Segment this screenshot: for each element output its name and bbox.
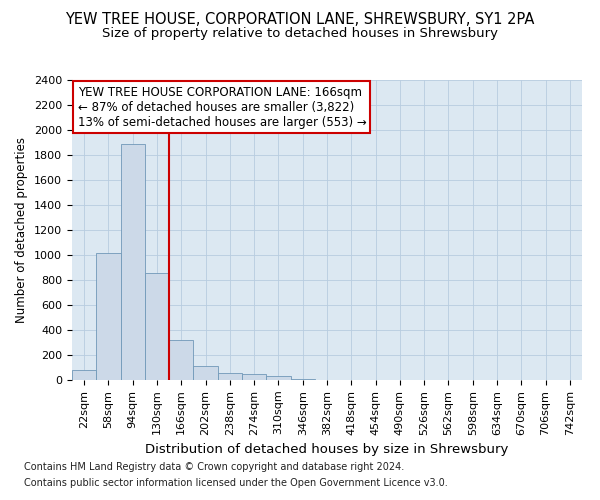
Text: Size of property relative to detached houses in Shrewsbury: Size of property relative to detached ho… xyxy=(102,28,498,40)
Y-axis label: Number of detached properties: Number of detached properties xyxy=(16,137,28,323)
Bar xyxy=(290,379,315,380)
Bar xyxy=(242,374,266,380)
Text: YEW TREE HOUSE CORPORATION LANE: 166sqm
← 87% of detached houses are smaller (3,: YEW TREE HOUSE CORPORATION LANE: 166sqm … xyxy=(77,86,367,128)
Bar xyxy=(193,366,218,380)
Text: YEW TREE HOUSE, CORPORATION LANE, SHREWSBURY, SY1 2PA: YEW TREE HOUSE, CORPORATION LANE, SHREWS… xyxy=(65,12,535,28)
Bar xyxy=(145,272,169,380)
Bar xyxy=(121,144,145,380)
Text: Contains public sector information licensed under the Open Government Licence v3: Contains public sector information licen… xyxy=(24,478,448,488)
Bar xyxy=(96,252,121,380)
Bar xyxy=(218,373,242,380)
X-axis label: Distribution of detached houses by size in Shrewsbury: Distribution of detached houses by size … xyxy=(145,443,509,456)
Bar xyxy=(169,340,193,380)
Text: Contains HM Land Registry data © Crown copyright and database right 2024.: Contains HM Land Registry data © Crown c… xyxy=(24,462,404,472)
Bar xyxy=(266,376,290,380)
Bar xyxy=(72,370,96,380)
